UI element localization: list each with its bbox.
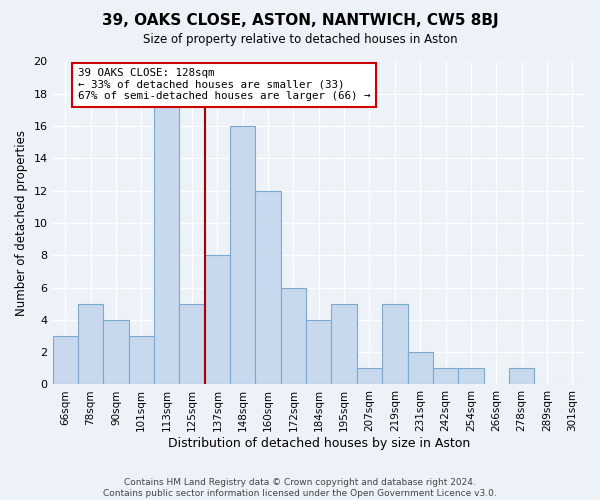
Bar <box>78 304 103 384</box>
X-axis label: Distribution of detached houses by size in Aston: Distribution of detached houses by size … <box>167 437 470 450</box>
Bar <box>331 304 357 384</box>
Bar <box>407 352 433 384</box>
Bar <box>357 368 382 384</box>
Y-axis label: Number of detached properties: Number of detached properties <box>15 130 28 316</box>
Bar <box>281 288 306 384</box>
Bar <box>433 368 458 384</box>
Text: Size of property relative to detached houses in Aston: Size of property relative to detached ho… <box>143 32 457 46</box>
Bar <box>306 320 331 384</box>
Bar <box>230 126 256 384</box>
Text: 39, OAKS CLOSE, ASTON, NANTWICH, CW5 8BJ: 39, OAKS CLOSE, ASTON, NANTWICH, CW5 8BJ <box>101 12 499 28</box>
Bar <box>103 320 128 384</box>
Text: 39 OAKS CLOSE: 128sqm
← 33% of detached houses are smaller (33)
67% of semi-deta: 39 OAKS CLOSE: 128sqm ← 33% of detached … <box>78 68 370 101</box>
Text: Contains HM Land Registry data © Crown copyright and database right 2024.
Contai: Contains HM Land Registry data © Crown c… <box>103 478 497 498</box>
Bar <box>205 256 230 384</box>
Bar <box>509 368 534 384</box>
Bar <box>256 190 281 384</box>
Bar <box>382 304 407 384</box>
Bar <box>128 336 154 384</box>
Bar <box>53 336 78 384</box>
Bar <box>179 304 205 384</box>
Bar <box>154 94 179 384</box>
Bar <box>458 368 484 384</box>
